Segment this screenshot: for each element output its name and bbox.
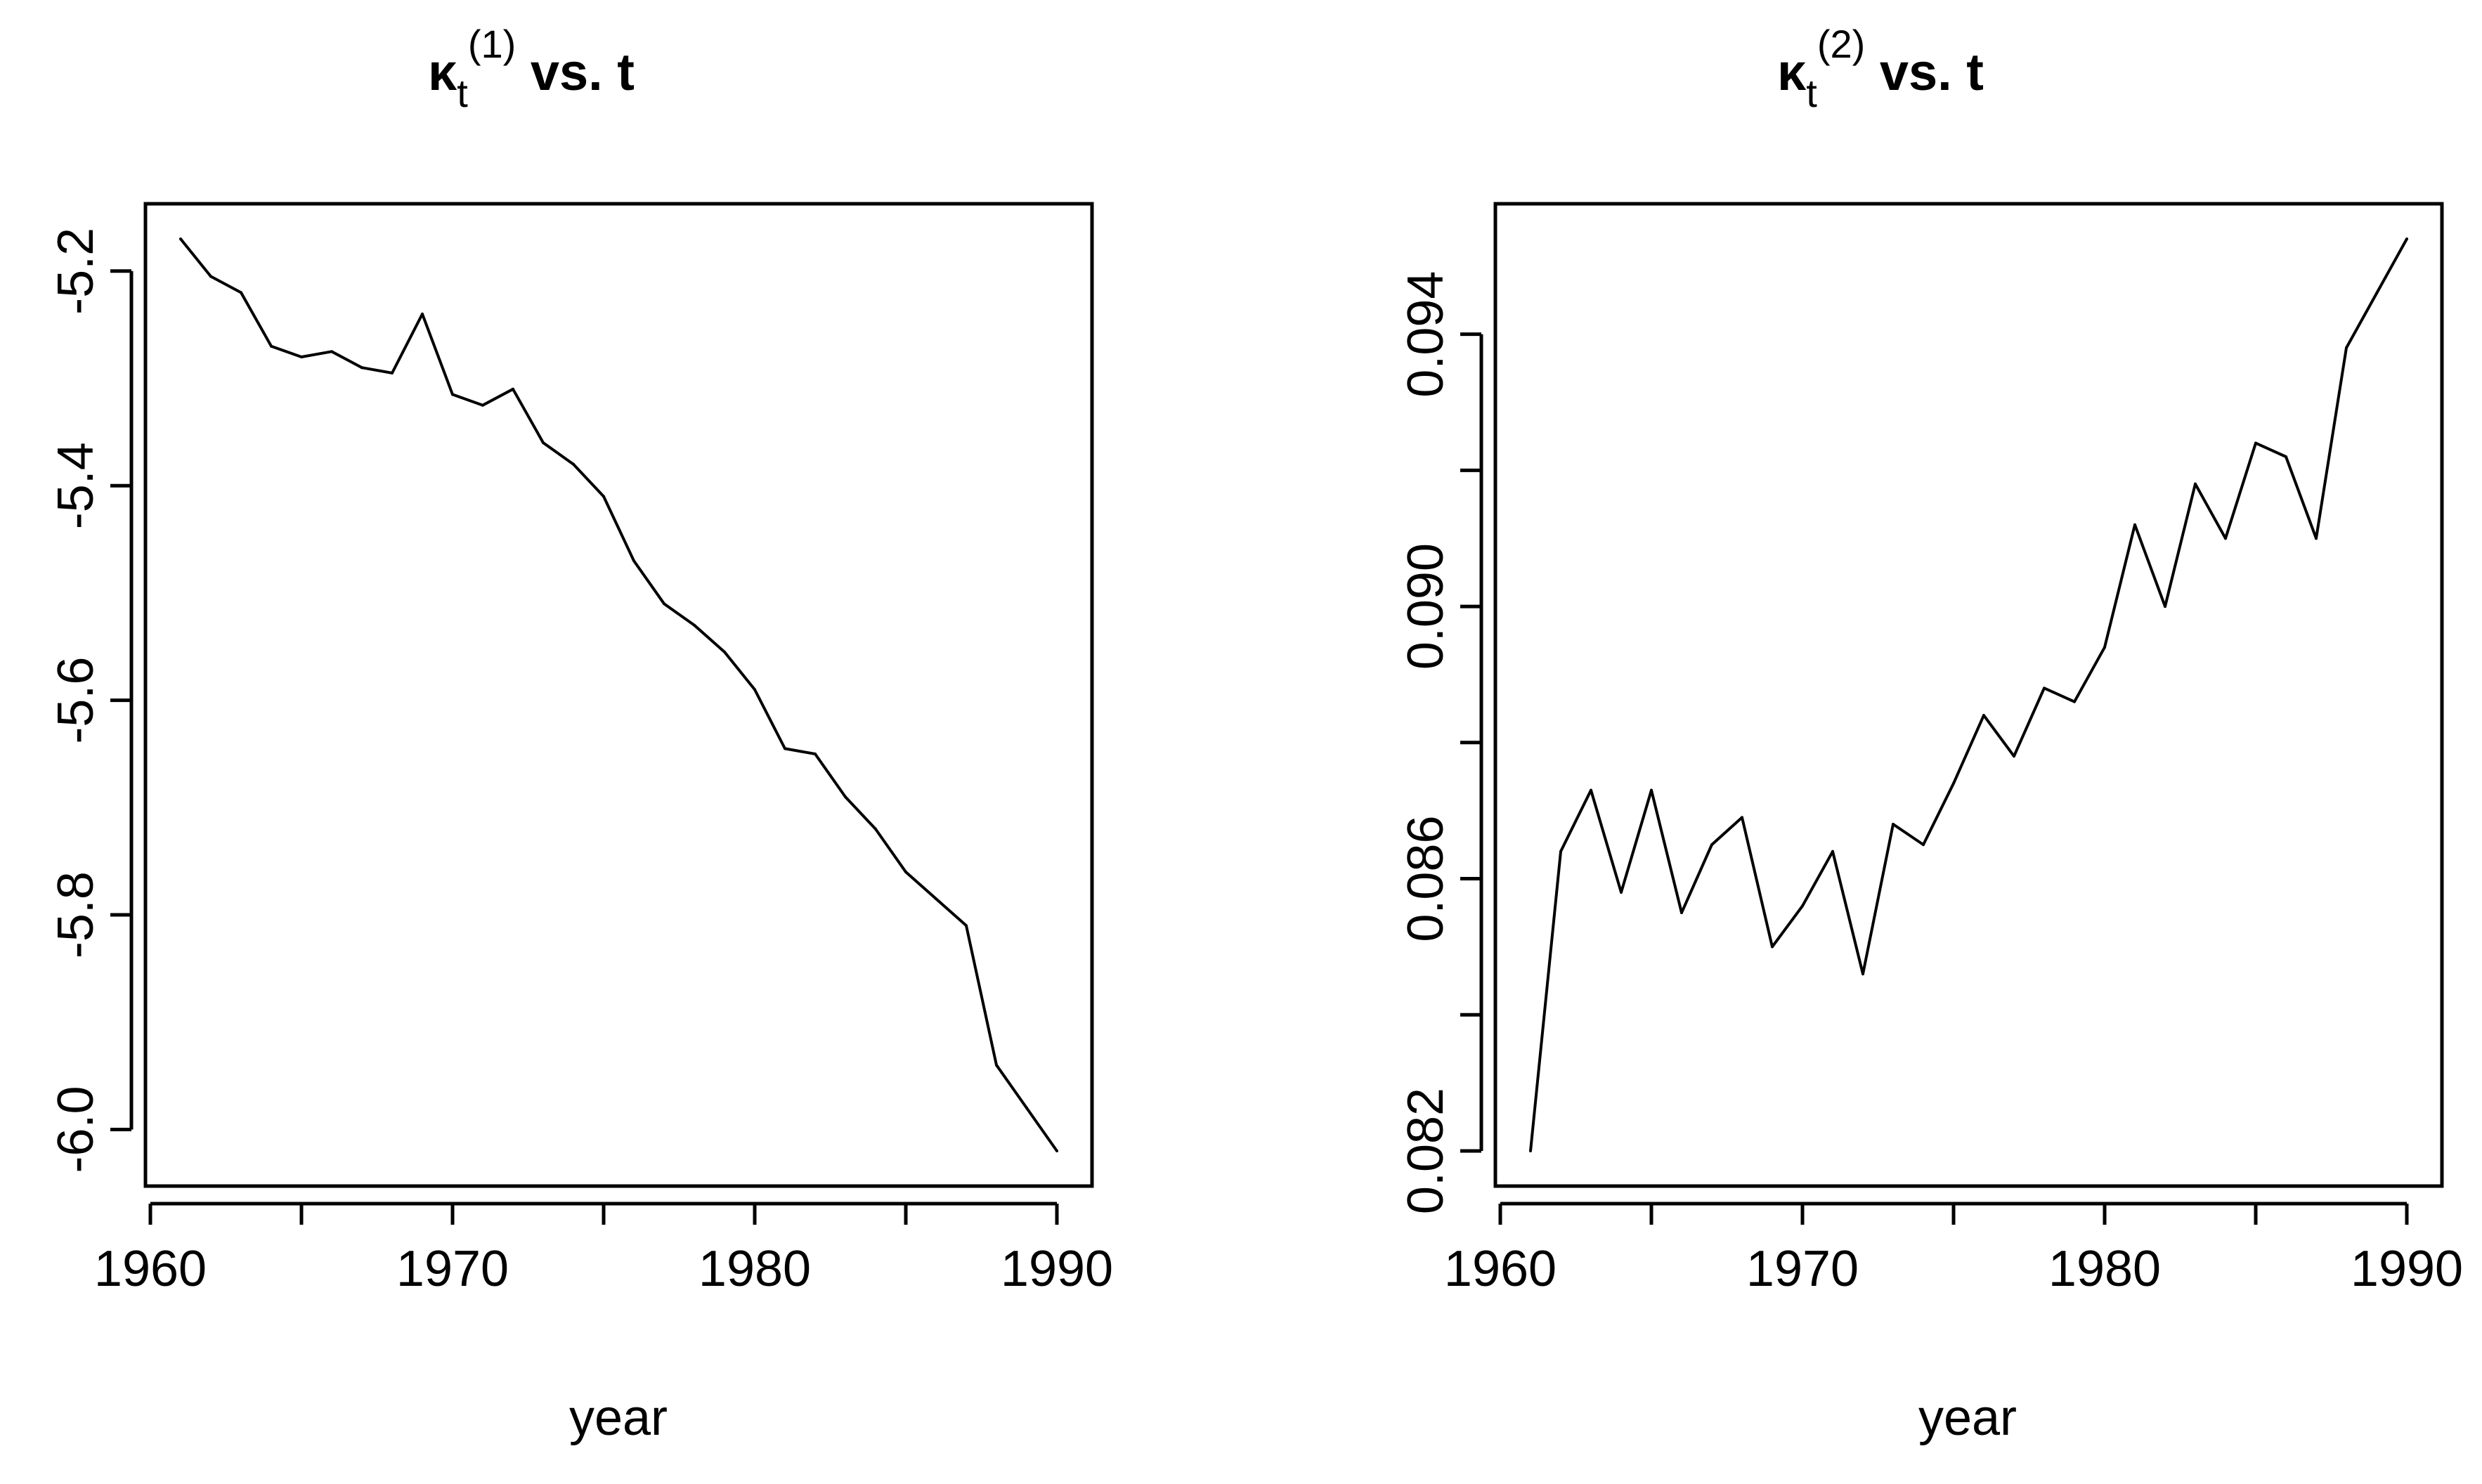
panel-1-plot-box: [143, 202, 1094, 1188]
panel-2-data-point: [1801, 904, 1804, 908]
panel-2-data-point: [1680, 911, 1683, 914]
panel-1-data-point: [965, 924, 968, 928]
panel-1-data-point: [723, 650, 726, 653]
panel-1-data-point: [663, 602, 665, 606]
panel-1-data-point: [572, 462, 575, 466]
panel-2-series: [1529, 237, 2408, 1152]
panel-2-plot-box: [1493, 202, 2444, 1188]
panel-2-data-point: [1952, 781, 1955, 785]
panel-kappa1: κt(1) vs. t 1960 1970 1980 1990 -6.0 -5.8 -5.…: [48, 22, 1113, 1446]
panel-1-data-point: [542, 441, 545, 445]
panel-1-data-point: [1055, 1150, 1058, 1152]
panel-2-data-point: [1559, 850, 1562, 853]
panel-1-data-point: [602, 495, 605, 498]
panel-1-data-point: [814, 752, 817, 755]
panel-1-y-tick-label: -5.6: [48, 657, 104, 744]
panel-1-data-point: [330, 350, 333, 353]
panel-1-y-tick-label: -6.0: [48, 1086, 104, 1173]
panel-2-data-point: [1892, 823, 1895, 826]
panel-1-y-tick-label: -5.4: [48, 442, 104, 529]
panel-1-x-tick-label: 1970: [396, 1241, 509, 1297]
panel-2-data-point: [1529, 1150, 1532, 1152]
panel-1-data-point: [693, 623, 696, 627]
panel-1-data-point: [844, 795, 847, 799]
panel-2-data-point: [1650, 788, 1653, 792]
panel-2-data-point: [2285, 455, 2287, 458]
panel-2-data-point: [1710, 843, 1713, 847]
panel-2-y-tick-label: 0.094: [1398, 271, 1454, 398]
panel-2-data-point: [2254, 441, 2257, 445]
panel-1-data-point: [240, 291, 242, 294]
panel-2-data-point: [2224, 537, 2227, 540]
panel-1-y-tick-label: -5.2: [48, 228, 104, 315]
panel-1-y-tick-label: -5.8: [48, 871, 104, 958]
panel-1-data-point: [784, 747, 786, 750]
panel-2-x-axis: 1960 1970 1980 1990: [1444, 1202, 2463, 1297]
panel-1-data-point: [904, 870, 907, 873]
panel-2-data-point: [2043, 686, 2046, 690]
panel-1-data-point: [874, 827, 877, 831]
panel-1-data-point: [481, 403, 484, 407]
panel-2-data-point: [1862, 972, 1864, 976]
panel-2-x-tick-label: 1980: [2048, 1241, 2161, 1297]
panel-1-data-point: [935, 897, 937, 901]
panel-1-x-axis-label: year: [569, 1390, 668, 1446]
panel-1-data-point: [632, 559, 635, 563]
panel-2-data-point: [2013, 755, 2015, 758]
panel-2-data-point: [1982, 714, 1985, 717]
panel-1-series-line: [179, 237, 1058, 1152]
panel-2-data-point: [2103, 646, 2106, 649]
panel-1-data-point: [209, 275, 212, 278]
panel-2-x-axis-label: year: [1918, 1390, 2017, 1446]
panel-1-x-tick-label: 1980: [699, 1241, 811, 1297]
panel-1-data-point: [995, 1063, 998, 1067]
panel-2-data-point: [2073, 700, 2076, 703]
panel-1-data-point: [360, 366, 363, 370]
panel-1-data-point: [300, 355, 303, 358]
panel-2-data-point: [1590, 788, 1592, 792]
panel-1-data-point: [391, 371, 394, 375]
panel-2-y-tick-label: 0.090: [1398, 543, 1454, 670]
panel-1-x-axis: 1960 1970 1980 1990: [94, 1202, 1113, 1297]
panel-2-data-point: [1620, 890, 1623, 894]
panel-2-data-point: [1741, 816, 1743, 819]
panel-2-data-point: [2375, 292, 2378, 295]
panel-2-y-tick-label: 0.086: [1398, 815, 1454, 942]
panel-2-data-point: [2315, 537, 2318, 540]
panel-2-data-point: [2405, 237, 2408, 240]
panel-2-data-point: [2345, 346, 2348, 349]
panel-1-x-tick-label: 1960: [94, 1241, 207, 1297]
panel-kappa2: κt(2) vs. t 1960 1970 1980 1990 0.0820.0860…: [1398, 22, 2463, 1446]
panel-1-title: κt(1) vs. t: [428, 22, 635, 115]
panel-2-x-tick-label: 1970: [1746, 1241, 1859, 1297]
panel-2-y-axis: 0.082 0.086 0.090 0.094: [1398, 271, 1483, 1214]
panel-1-data-point: [753, 688, 756, 691]
panel-1-x-tick-label: 1990: [1001, 1241, 1113, 1297]
panel-1-data-point: [421, 312, 424, 315]
panel-2-x-tick-label: 1960: [1444, 1241, 1557, 1297]
panel-2-y-tick-label: 0.082: [1398, 1088, 1454, 1214]
panel-2-x-tick-label: 1990: [2351, 1241, 2463, 1297]
panel-2-data-point: [2164, 605, 2166, 608]
panel-1-y-axis: -6.0 -5.8 -5.6 -5.4 -5.2: [48, 228, 134, 1173]
panel-2-data-point: [2133, 523, 2136, 526]
panel-2-title: κt(2) vs. t: [1777, 22, 1984, 115]
panel-2-series-line: [1529, 238, 2408, 1152]
panel-2-data-point: [1771, 945, 1774, 949]
panel-1-data-point: [179, 237, 182, 240]
panel-1-data-point: [451, 393, 454, 396]
panel-2-data-point: [1831, 850, 1834, 853]
panel-2-data-point: [2194, 482, 2197, 486]
panel-1-data-point: [512, 387, 514, 391]
panel-1-data-point: [1025, 1106, 1028, 1109]
panel-2-data-point: [1922, 843, 1925, 847]
panel-1-data-point: [270, 344, 273, 348]
panel-1-series: [179, 237, 1058, 1152]
